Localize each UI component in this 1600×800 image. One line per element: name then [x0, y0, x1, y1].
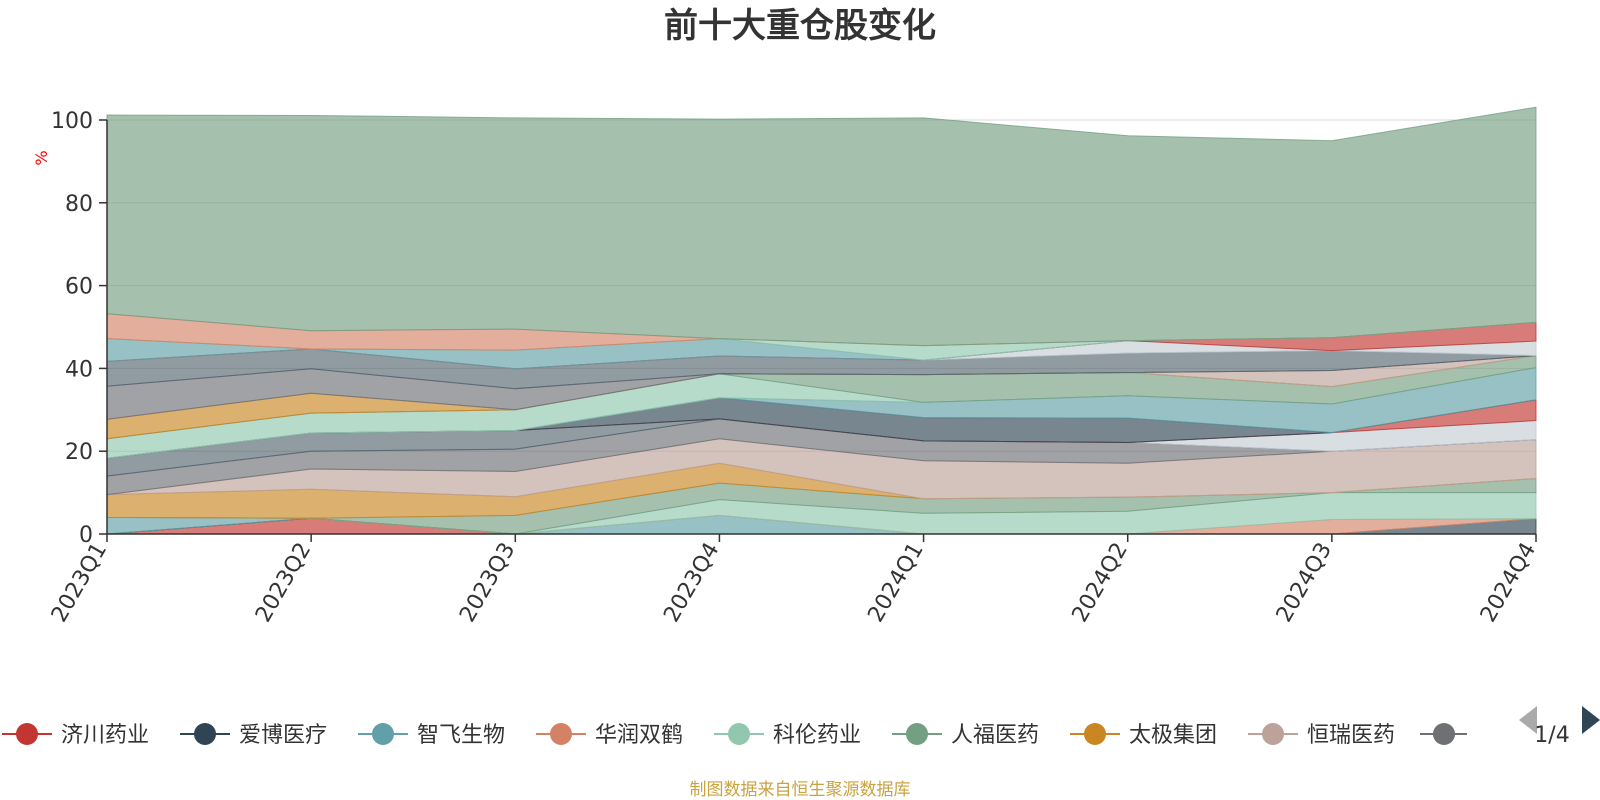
legend: 济川药业 爱博医疗 智飞生物 华润双鹤 科伦药业 人福医药 太极集团 恒瑞医药 [2, 723, 1467, 748]
legend-marker [372, 723, 394, 745]
legend-marker [906, 723, 928, 745]
legend-label: 爱博医疗 [239, 723, 327, 748]
legend-marker [550, 723, 572, 745]
legend-label: 恒瑞医药 [1307, 723, 1395, 748]
legend-marker [1433, 723, 1455, 745]
legend-label: 科伦药业 [773, 723, 861, 748]
legend-item[interactable]: 太极集团 [1070, 723, 1217, 748]
legend-marker [16, 723, 38, 745]
y-axis-label: % [32, 150, 51, 165]
x-tick-label: 2024Q2 [1068, 539, 1133, 627]
y-tick-label: 20 [65, 440, 93, 465]
legend-label: 智飞生物 [417, 723, 505, 748]
legend-label: 华润双鹤 [595, 723, 683, 748]
legend-item[interactable]: 济川药业 [2, 723, 149, 748]
x-tick-label: 2023Q4 [659, 539, 724, 627]
legend-item[interactable]: 智飞生物 [358, 723, 505, 748]
legend-item[interactable]: 人福医药 [892, 723, 1039, 748]
y-tick-label: 40 [65, 357, 93, 382]
legend-label: 太极集团 [1129, 723, 1217, 748]
legend-item-cut-off[interactable] [1420, 723, 1467, 745]
x-tick-label: 2024Q4 [1476, 539, 1541, 627]
x-tick-label: 2023Q1 [47, 539, 112, 627]
y-tick-label: 0 [79, 523, 93, 548]
legend-marker [1262, 723, 1284, 745]
legend-marker [728, 723, 750, 745]
x-tick-label: 2024Q1 [863, 539, 928, 627]
x-tick-label: 2023Q3 [455, 539, 520, 627]
area-series-25 [106, 106, 1537, 347]
legend-prev-icon[interactable] [1519, 706, 1537, 734]
legend-pager: 1/4 [1519, 706, 1600, 748]
legend-item[interactable]: 恒瑞医药 [1248, 723, 1395, 748]
y-tick-label: 60 [65, 275, 93, 300]
y-tick-label: 100 [51, 109, 93, 134]
legend-next-icon[interactable] [1582, 706, 1600, 734]
x-tick-label: 2024Q3 [1272, 539, 1337, 627]
legend-item[interactable]: 华润双鹤 [536, 723, 683, 748]
data-source-footer: 制图数据来自恒生聚源数据库 [690, 780, 911, 800]
legend-item[interactable]: 爱博医疗 [180, 723, 327, 748]
series-areas [106, 106, 1537, 535]
legend-label: 人福医药 [951, 723, 1039, 748]
x-tick-label: 2023Q2 [251, 539, 316, 627]
y-tick-label: 80 [65, 192, 93, 217]
legend-label: 济川药业 [61, 723, 149, 748]
legend-marker [1084, 723, 1106, 745]
legend-page-indicator: 1/4 [1534, 723, 1569, 748]
legend-marker [194, 723, 216, 745]
legend-item[interactable]: 科伦药业 [714, 723, 861, 748]
chart-title: 前十大重仓股变化 [664, 6, 936, 46]
